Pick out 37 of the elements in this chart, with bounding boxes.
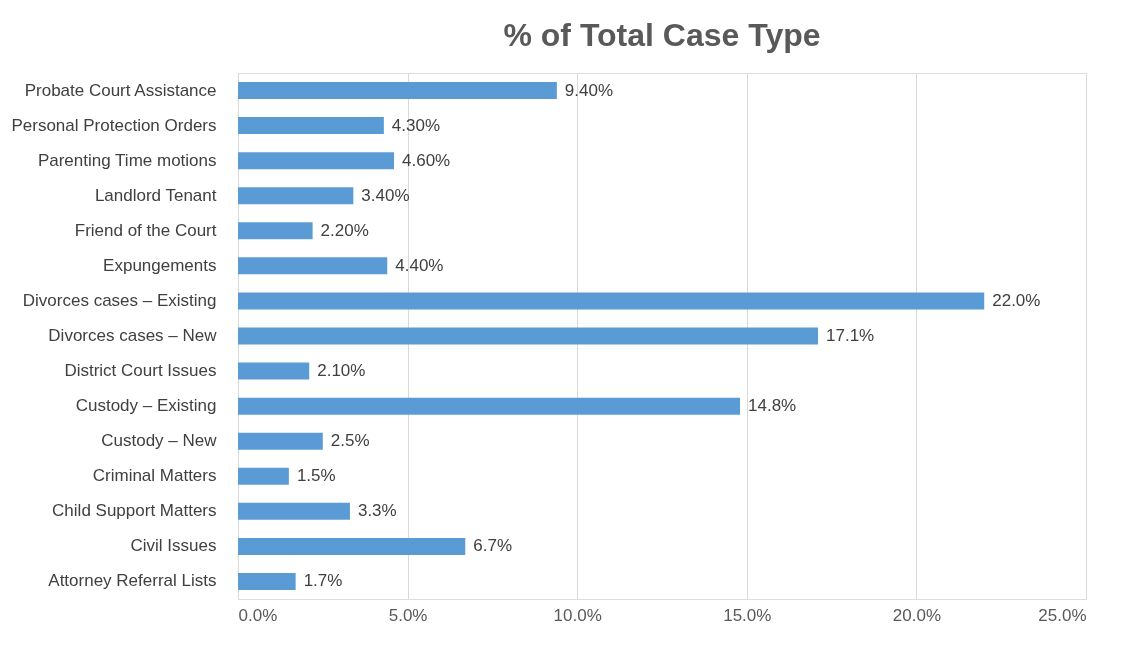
data-label: 6.7% [473,536,513,556]
data-label: 2.5% [330,431,370,451]
data-label: 1.7% [303,571,343,591]
data-label: 3.40% [361,185,410,205]
data-label: 17.1% [826,326,875,345]
data-label: 3.3% [357,501,397,521]
y-tick-label: Custody – New [101,431,218,451]
y-tick-label: Civil Issues [130,536,217,556]
x-tick-label: 0.0% [238,605,278,625]
y-tick-label: Expungements [103,255,217,275]
x-tick-label: 10.0% [553,605,602,625]
data-label: 2.20% [320,220,369,240]
x-tick-label: 25.0% [1038,605,1087,625]
data-label: 2.10% [317,361,366,381]
y-tick-label: Criminal Matters [92,466,217,486]
y-tick-label: Divorces cases – Existing [22,290,217,310]
data-label: 14.8% [748,396,797,416]
chart-title: % of Total Case Type [503,17,821,53]
y-tick-label: Child Support Matters [52,501,217,521]
x-tick-label: 5.0% [388,605,428,625]
data-label: 1.5% [296,466,336,486]
y-tick-label: Landlord Tenant [94,185,217,205]
y-tick-label: Friend of the Court [74,220,217,240]
y-tick-label: Attorney Referral Lists [48,571,217,591]
y-tick-label: Personal Protection Orders [11,115,217,135]
data-label: 4.30% [391,115,441,135]
y-tick-label: Probate Court Assistance [24,80,217,100]
y-tick-label: District Court Issues [64,361,217,381]
data-label: 22.0% [992,290,1041,310]
data-label: 4.60% [402,150,451,170]
x-tick-label: 20.0% [892,605,941,625]
y-tick-label: Custody – Existing [75,396,217,416]
data-label: 4.40% [395,255,444,275]
x-tick-label: 15.0% [723,605,772,625]
y-tick-label: Divorces cases – New [48,326,218,345]
data-label: 9.40% [564,80,614,100]
y-tick-label: Parenting Time motions [37,150,217,170]
